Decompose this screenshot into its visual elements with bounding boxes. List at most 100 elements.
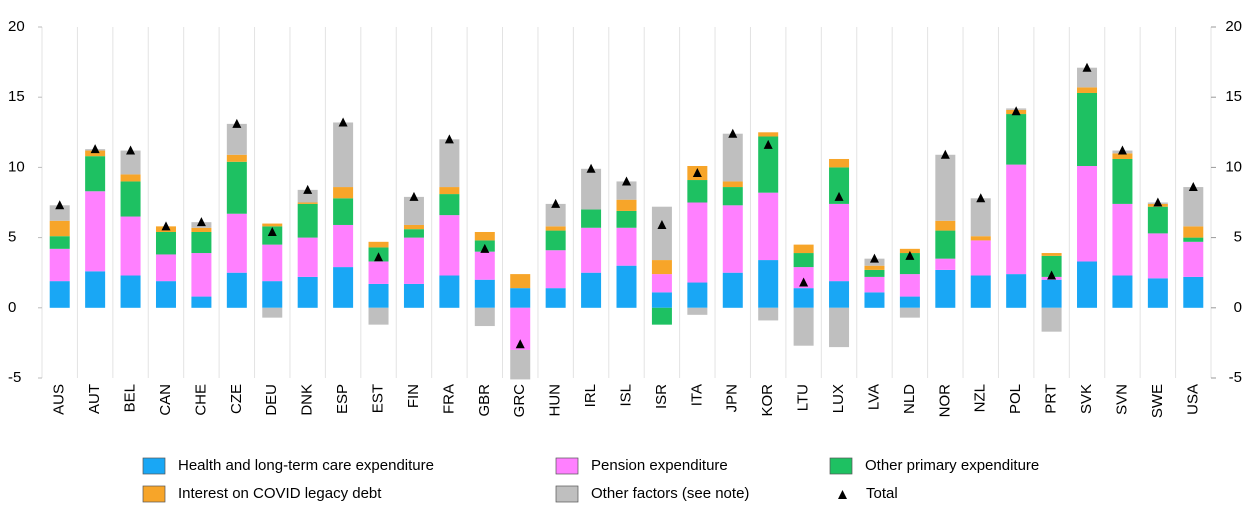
x-tick-label: ISR bbox=[653, 384, 670, 409]
x-tick-label: ISL bbox=[617, 384, 634, 407]
bar-segment bbox=[651, 274, 672, 293]
bar-segment bbox=[864, 292, 885, 308]
total-marker bbox=[976, 193, 986, 203]
bar-segment bbox=[439, 187, 460, 195]
x-tick-label: USA bbox=[1184, 384, 1201, 415]
bar-segment bbox=[1041, 279, 1062, 308]
bar-segment bbox=[1077, 87, 1098, 93]
x-tick-label: JPN bbox=[724, 384, 741, 412]
legend-label: Other factors (see note) bbox=[591, 485, 749, 502]
y2-tick-label: 10 bbox=[1225, 158, 1242, 175]
bar-segment bbox=[510, 349, 531, 380]
x-tick-label: ITA bbox=[688, 384, 705, 406]
bar-segment bbox=[120, 174, 141, 182]
x-tick-label: FIN bbox=[405, 384, 422, 408]
bar-segment bbox=[793, 288, 814, 308]
bar-segment bbox=[474, 279, 495, 308]
bar-segment bbox=[1183, 187, 1204, 227]
total-marker bbox=[303, 184, 313, 194]
bar-segment bbox=[191, 253, 212, 297]
total-marker bbox=[1117, 145, 1127, 155]
total-marker bbox=[622, 176, 631, 186]
x-tick-label: POL bbox=[1007, 384, 1024, 414]
bar-segment bbox=[49, 281, 70, 308]
total-marker bbox=[374, 252, 384, 262]
bar-segment bbox=[403, 283, 424, 308]
x-tick-label: SVK bbox=[1078, 384, 1095, 414]
bar-segment bbox=[829, 167, 850, 204]
bar-segment bbox=[120, 216, 141, 276]
bar-segment bbox=[899, 253, 920, 275]
x-tick-label: GRC bbox=[511, 384, 528, 418]
bar-segment bbox=[1006, 114, 1027, 165]
x-tick-label: BEL bbox=[122, 384, 139, 412]
y2-tick-label: 0 bbox=[1234, 299, 1242, 316]
x-tick-label: PRT bbox=[1043, 384, 1060, 414]
total-marker bbox=[267, 226, 277, 236]
total-marker bbox=[869, 253, 879, 263]
bar-segment bbox=[545, 288, 566, 308]
bar-segment bbox=[1077, 261, 1098, 308]
bar-segment bbox=[297, 276, 318, 308]
bar-segment bbox=[935, 230, 956, 259]
bar-segment bbox=[439, 139, 460, 188]
bar-segment bbox=[1041, 307, 1062, 332]
bar-segment bbox=[758, 260, 779, 308]
total-marker bbox=[1047, 270, 1057, 280]
x-tick-label: FRA bbox=[440, 384, 457, 414]
bar-segment bbox=[687, 202, 708, 283]
total-marker bbox=[940, 149, 950, 159]
bar-segment bbox=[297, 203, 318, 238]
bar-segment bbox=[722, 205, 743, 273]
bar-segment bbox=[155, 281, 176, 308]
total-marker bbox=[763, 139, 773, 149]
x-tick-label: CHE bbox=[192, 384, 209, 416]
x-tick-label: LUX bbox=[830, 384, 847, 413]
bar-segment bbox=[85, 271, 106, 308]
x-tick-label: AUT bbox=[86, 384, 103, 414]
bar-segment bbox=[262, 281, 283, 308]
y-tick-label: 10 bbox=[8, 158, 25, 175]
total-marker bbox=[161, 221, 171, 231]
bar-segment bbox=[49, 248, 70, 282]
legend-marker bbox=[838, 490, 847, 499]
bar-segment bbox=[155, 231, 176, 255]
x-tick-label: CAN bbox=[157, 384, 174, 416]
bar-segment bbox=[970, 240, 991, 276]
total-marker bbox=[338, 117, 348, 127]
bar-segment bbox=[1112, 158, 1133, 204]
total-marker bbox=[1188, 182, 1198, 192]
bar-segment bbox=[1183, 237, 1204, 242]
bar-segment bbox=[403, 224, 424, 230]
bar-segment bbox=[1112, 153, 1133, 159]
bar-segment bbox=[439, 215, 460, 276]
bar-segment bbox=[368, 283, 389, 308]
legend-swatch bbox=[142, 485, 166, 503]
bar-segment bbox=[368, 241, 389, 248]
bar-segment bbox=[722, 181, 743, 188]
bar-segment bbox=[226, 272, 247, 308]
bar-segment bbox=[651, 206, 672, 261]
x-tick-label: NLD bbox=[901, 384, 918, 414]
total-marker bbox=[551, 198, 561, 208]
bar-segment bbox=[935, 220, 956, 231]
total-marker bbox=[1082, 62, 1092, 72]
y-tick-label: 0 bbox=[8, 299, 16, 316]
bar-segment bbox=[651, 260, 672, 275]
bar-segment bbox=[1077, 67, 1098, 88]
total-marker bbox=[586, 163, 596, 173]
bar-segment bbox=[545, 230, 566, 251]
bar-segment bbox=[49, 220, 70, 237]
legend-swatch bbox=[142, 457, 166, 475]
bar-segment bbox=[1041, 253, 1062, 256]
legend-label: Interest on COVID legacy debt bbox=[178, 485, 382, 502]
bar-segment bbox=[226, 213, 247, 273]
bar-segment bbox=[120, 181, 141, 217]
bar-segment bbox=[333, 187, 354, 199]
bar-segment bbox=[758, 192, 779, 261]
bar-segment bbox=[226, 154, 247, 162]
bar-segment bbox=[616, 199, 637, 211]
bar-segment bbox=[758, 132, 779, 137]
bar-segment bbox=[297, 202, 318, 204]
